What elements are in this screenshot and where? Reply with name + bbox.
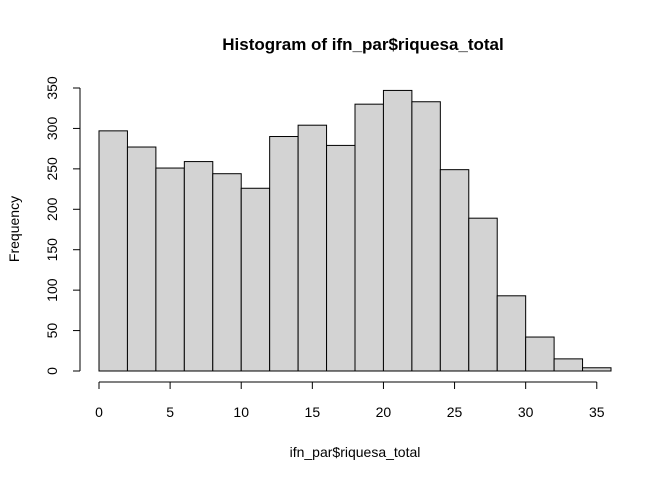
y-tick-label: 150	[44, 238, 60, 262]
y-tick-label: 300	[44, 117, 60, 141]
x-tick-label: 0	[95, 404, 103, 420]
x-tick-label: 25	[447, 404, 463, 420]
y-tick-label: 350	[44, 76, 60, 100]
y-tick-label: 50	[44, 323, 60, 339]
x-tick-label: 10	[233, 404, 249, 420]
chart-title: Histogram of ifn_par$riquesa_total	[222, 35, 504, 54]
y-tick-label: 200	[44, 197, 60, 221]
histogram-bar	[439, 169, 470, 372]
y-tick-label: 250	[44, 157, 60, 181]
y-tick-label: 0	[44, 367, 60, 375]
histogram-bar	[553, 358, 584, 372]
y-axis: 0 50 100 150 200 250 300 350	[44, 76, 81, 375]
histogram-bar	[382, 89, 413, 372]
histogram-bar	[269, 136, 299, 372]
y-axis-label: Frequency	[6, 196, 22, 262]
x-tick-label: 35	[589, 404, 605, 420]
x-tick-label: 15	[305, 404, 321, 420]
x-axis-label: ifn_par$riquesa_total	[290, 444, 421, 460]
x-tick-label: 5	[166, 404, 174, 420]
histogram-bar	[525, 336, 555, 372]
histogram-bar	[212, 173, 242, 372]
histogram-bar	[326, 144, 356, 372]
histogram-bar	[155, 167, 185, 372]
y-tick-label: 100	[44, 278, 60, 302]
histogram-bar	[297, 124, 328, 372]
x-axis: 0 5 10 15 20 25 30 35	[95, 381, 605, 420]
x-tick-label: 20	[376, 404, 392, 420]
histogram-bar	[183, 161, 214, 372]
histogram-bar	[126, 146, 157, 372]
histogram-bar	[496, 295, 527, 372]
histogram-bar	[240, 187, 271, 372]
histogram-bar	[411, 101, 441, 372]
histogram-bar	[98, 130, 128, 372]
bars-group	[98, 89, 612, 372]
histogram-bar	[582, 367, 612, 372]
x-tick-label: 30	[518, 404, 534, 420]
histogram-bar	[468, 217, 498, 372]
histogram-bar	[354, 103, 384, 372]
